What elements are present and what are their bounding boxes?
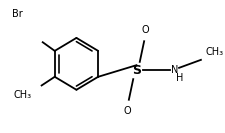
Text: N: N [170, 65, 178, 75]
Text: S: S [131, 64, 140, 77]
Text: O: O [123, 106, 131, 116]
Text: H: H [176, 73, 183, 84]
Text: Br: Br [12, 9, 23, 19]
Text: CH₃: CH₃ [204, 47, 223, 57]
Text: O: O [141, 25, 148, 35]
Text: CH₃: CH₃ [13, 90, 31, 100]
